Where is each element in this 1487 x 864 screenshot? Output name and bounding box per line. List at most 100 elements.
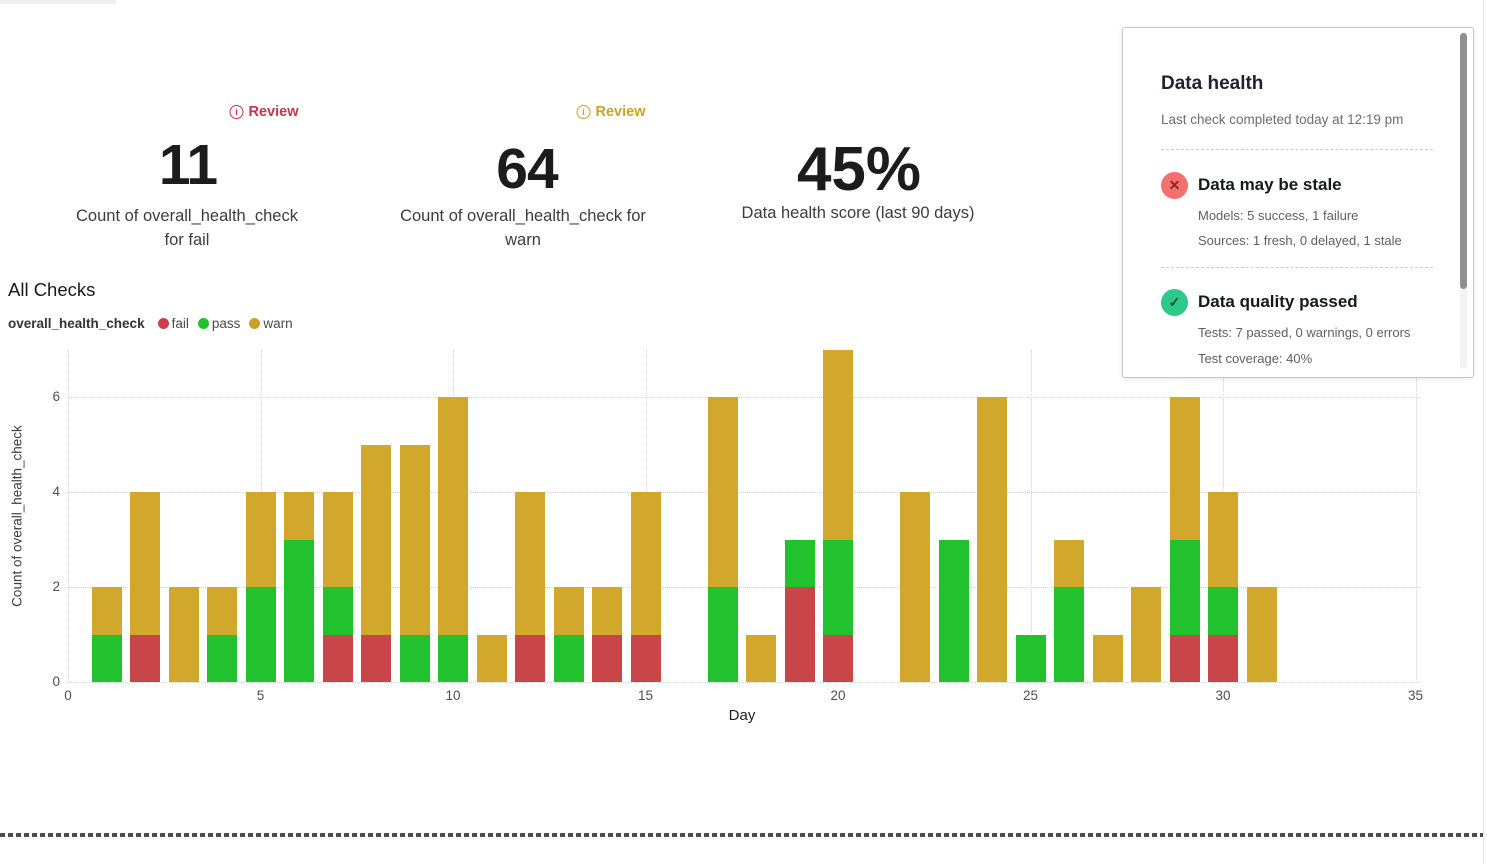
bar-day30-pass[interactable] (1208, 587, 1238, 635)
sources-status-line: Sources: 1 fresh, 0 delayed, 1 stale (1198, 233, 1402, 248)
error-circle-icon: ✕ (1161, 172, 1188, 199)
bar-day20-warn[interactable] (823, 350, 853, 540)
bar-day3-warn[interactable] (168, 587, 199, 682)
bar-day9-pass[interactable] (399, 634, 430, 682)
y-tick-label: 0 (52, 674, 60, 689)
bar-day9-warn[interactable] (399, 444, 430, 635)
x-tick-label: 20 (830, 688, 846, 703)
bar-day29-fail[interactable] (1169, 634, 1200, 682)
bar-day5-pass[interactable] (245, 587, 276, 682)
bar-day23-pass[interactable] (938, 539, 969, 682)
info-icon: i (576, 105, 591, 119)
bar-day1-pass[interactable] (91, 634, 122, 682)
bar-day24-warn[interactable] (977, 397, 1007, 682)
bar-chart-plot-area: 0 2 4 6 0 5 10 15 20 25 30 35 (52, 350, 1423, 703)
bar-day5-warn[interactable] (245, 492, 276, 588)
bar-day4-warn[interactable] (207, 587, 237, 635)
bar-day13-pass[interactable] (553, 634, 584, 682)
kpi-warn-label-line2: warn (505, 231, 541, 249)
bar-day20-fail[interactable] (823, 634, 853, 682)
review-badge-label: Review (595, 104, 646, 120)
bar-day7-pass[interactable] (322, 587, 353, 635)
x-gridline (68, 350, 69, 682)
bar-day28-warn[interactable] (1131, 587, 1161, 682)
bar-day15-warn[interactable] (630, 492, 661, 635)
x-tick-label: 15 (637, 688, 654, 703)
chart-title: All Checks (8, 279, 96, 300)
bar-day6-pass[interactable] (284, 539, 314, 682)
bar-day4-pass[interactable] (207, 634, 237, 682)
info-icon: i (229, 105, 244, 119)
panel-scrollbar-thumb[interactable] (1460, 33, 1467, 289)
bar-day22-warn[interactable] (900, 492, 930, 682)
bar-day26-warn[interactable] (1054, 539, 1084, 588)
review-badge-label: Review (248, 104, 299, 120)
y-gridline (68, 397, 1420, 399)
legend-item-label: fail (171, 316, 189, 331)
bar-day19-pass[interactable] (784, 539, 815, 588)
y-tick-label: 4 (52, 484, 60, 500)
bar-day29-pass[interactable] (1169, 539, 1200, 635)
kpi-health-score: 45% (796, 135, 922, 204)
legend-item-warn[interactable]: warn (249, 316, 293, 331)
kpi-warn-label-line1: Count of overall_health_check for (400, 207, 646, 225)
legend-item-label: warn (263, 316, 293, 331)
window-top-strip (0, 0, 116, 4)
coverage-status-line: Test coverage: 40% (1198, 351, 1313, 366)
bar-day30-warn[interactable] (1208, 492, 1238, 588)
bar-day10-pass[interactable] (438, 634, 468, 682)
kpi-fail-count: 11 (158, 133, 218, 197)
bar-day10-warn[interactable] (438, 397, 468, 635)
bar-day14-fail[interactable] (592, 634, 622, 682)
bar-day20-pass[interactable] (823, 539, 853, 635)
bar-day12-fail[interactable] (515, 634, 545, 682)
bar-day13-warn[interactable] (553, 587, 584, 635)
bar-day2-fail[interactable] (130, 634, 160, 682)
bar-day7-fail[interactable] (322, 634, 353, 682)
bar-day8-warn[interactable] (361, 444, 391, 635)
bottom-dotted-divider (0, 833, 1483, 837)
bar-day25-pass[interactable] (1015, 634, 1046, 682)
bar-day30-fail[interactable] (1208, 634, 1238, 682)
bar-day19-fail[interactable] (784, 587, 815, 682)
bar-day2-warn[interactable] (130, 492, 160, 635)
y-tick-label: 2 (52, 579, 60, 595)
review-badge-warn[interactable]: i Review (576, 104, 646, 120)
x-tick-label: 30 (1215, 688, 1231, 703)
bar-day26-pass[interactable] (1054, 587, 1084, 682)
bar-day12-warn[interactable] (515, 492, 545, 635)
bar-day17-pass[interactable] (707, 587, 738, 682)
bar-day6-warn[interactable] (284, 492, 314, 540)
bar-day8-fail[interactable] (361, 634, 391, 682)
kpi-warn-count: 64 (496, 137, 558, 201)
review-badge-fail[interactable]: i Review (229, 104, 299, 120)
y-axis-label: Count of overall_health_check (9, 425, 25, 607)
panel-title: Data health (1161, 73, 1264, 94)
fail-dot-icon (157, 318, 169, 329)
bar-day31-warn[interactable] (1246, 587, 1277, 682)
legend-item-fail[interactable]: fail (157, 316, 189, 331)
panel-divider (1161, 149, 1433, 150)
legend-item-label: pass (211, 316, 241, 331)
y-tick-label: 6 (52, 389, 60, 405)
x-axis-label: Day (728, 707, 756, 724)
bar-day14-warn[interactable] (592, 587, 622, 635)
warn-dot-icon (249, 318, 261, 329)
kpi-fail-label-line1: Count of overall_health_check (76, 207, 298, 225)
x-gridline (1415, 350, 1417, 682)
bar-day27-warn[interactable] (1092, 634, 1123, 682)
bar-day18-warn[interactable] (746, 634, 776, 682)
success-circle-icon: ✓ (1161, 289, 1188, 316)
y-gridline (68, 587, 1420, 589)
kpi-fail-label-line2: for fail (164, 231, 210, 249)
chart-legend: overall_health_check fail pass warn (8, 316, 293, 331)
legend-item-pass[interactable]: pass (197, 316, 241, 331)
bar-day1-warn[interactable] (91, 587, 122, 635)
bar-day29-warn[interactable] (1169, 397, 1200, 540)
models-status-line: Models: 5 success, 1 failure (1198, 208, 1359, 223)
bar-day15-fail[interactable] (630, 634, 661, 682)
bar-day17-warn[interactable] (707, 397, 738, 588)
bar-day11-warn[interactable] (476, 634, 507, 682)
bar-day7-warn[interactable] (322, 492, 353, 588)
y-gridline (68, 492, 1420, 494)
